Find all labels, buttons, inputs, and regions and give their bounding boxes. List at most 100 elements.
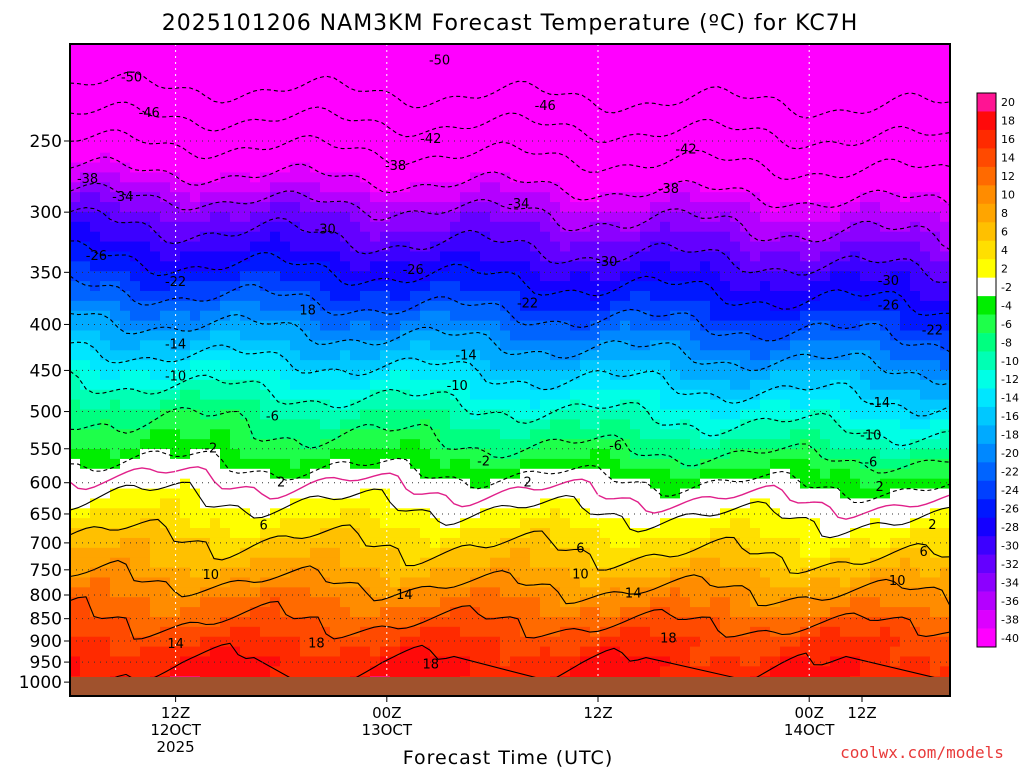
heatmap-cell	[700, 498, 711, 509]
heatmap-cell	[70, 409, 81, 420]
heatmap-cell	[690, 350, 701, 361]
heatmap-cell	[520, 290, 531, 302]
heatmap-cell	[300, 557, 311, 569]
heatmap-cell	[810, 646, 821, 658]
heatmap-cell	[530, 132, 541, 144]
heatmap-cell	[520, 597, 531, 608]
heatmap-cell	[820, 83, 831, 94]
heatmap-cell	[330, 142, 341, 154]
heatmap-cell	[500, 439, 511, 450]
heatmap-cell	[300, 172, 311, 183]
heatmap-cell	[490, 626, 501, 638]
heatmap-cell	[110, 488, 121, 500]
heatmap-cell	[80, 636, 91, 648]
heatmap-cell	[610, 537, 621, 549]
heatmap-cell	[120, 44, 131, 55]
heatmap-cell	[520, 399, 531, 411]
heatmap-cell	[530, 221, 541, 233]
heatmap-cell	[230, 103, 241, 114]
heatmap-cell	[240, 458, 251, 470]
heatmap-cell	[250, 488, 261, 500]
heatmap-cell	[730, 468, 741, 480]
heatmap-cell	[100, 528, 111, 539]
heatmap-cell	[400, 577, 411, 588]
heatmap-cell	[120, 379, 131, 391]
heatmap-cell	[390, 537, 401, 549]
heatmap-cell	[530, 44, 541, 55]
heatmap-cell	[340, 63, 351, 75]
heatmap-cell	[190, 518, 201, 529]
heatmap-cell	[270, 162, 281, 174]
heatmap-cell	[460, 409, 471, 420]
heatmap-cell	[640, 518, 651, 529]
heatmap-cell	[130, 330, 141, 341]
heatmap-cell	[360, 211, 371, 223]
heatmap-cell	[640, 211, 651, 223]
heatmap-cell	[330, 182, 341, 193]
heatmap-cell	[460, 646, 471, 658]
heatmap-cell	[640, 132, 651, 144]
heatmap-cell	[130, 44, 141, 55]
heatmap-cell	[80, 63, 91, 75]
heatmap-cell	[430, 281, 441, 292]
heatmap-cell	[120, 409, 131, 420]
heatmap-cell	[770, 340, 781, 351]
heatmap-cell	[480, 103, 491, 114]
heatmap-cell	[650, 537, 661, 549]
heatmap-cell	[350, 182, 361, 193]
heatmap-cell	[370, 597, 381, 608]
heatmap-cell	[300, 567, 311, 579]
heatmap-cell	[650, 63, 661, 75]
heatmap-cell	[350, 330, 361, 341]
heatmap-cell	[520, 261, 531, 272]
heatmap-cell	[750, 389, 761, 401]
heatmap-cell	[170, 439, 181, 450]
heatmap-cell	[110, 379, 121, 391]
heatmap-cell	[120, 449, 131, 460]
heatmap-cell	[480, 429, 491, 440]
heatmap-cell	[460, 320, 471, 332]
heatmap-cell	[420, 577, 431, 588]
heatmap-cell	[80, 221, 91, 233]
heatmap-cell	[80, 646, 91, 658]
heatmap-cell	[240, 419, 251, 430]
heatmap-cell	[410, 577, 421, 588]
heatmap-cell	[800, 330, 811, 341]
heatmap-cell	[520, 498, 531, 509]
heatmap-cell	[800, 449, 811, 460]
heatmap-cell	[560, 419, 571, 430]
heatmap-cell	[630, 63, 641, 75]
heatmap-cell	[100, 350, 111, 361]
heatmap-cell	[410, 458, 421, 470]
heatmap-cell	[620, 142, 631, 154]
heatmap-cell	[650, 518, 661, 529]
heatmap-cell	[790, 271, 801, 282]
heatmap-cell	[270, 399, 281, 411]
heatmap-cell	[580, 231, 591, 243]
heatmap-cell	[780, 537, 791, 549]
heatmap-cell	[750, 350, 761, 361]
heatmap-cell	[260, 508, 271, 519]
heatmap-cell	[460, 93, 471, 104]
heatmap-cell	[180, 656, 191, 667]
heatmap-cell	[720, 488, 731, 500]
heatmap-cell	[750, 63, 761, 75]
heatmap-cell	[580, 458, 591, 470]
heatmap-cell	[540, 409, 551, 420]
heatmap-cell	[290, 537, 301, 549]
heatmap-cell	[260, 537, 271, 549]
heatmap-cell	[140, 626, 151, 638]
heatmap-cell	[540, 360, 551, 371]
heatmap-cell	[130, 340, 141, 351]
heatmap-cell	[610, 616, 621, 628]
heatmap-cell	[750, 73, 761, 85]
heatmap-cell	[570, 162, 581, 174]
heatmap-cell	[320, 182, 331, 193]
heatmap-cell	[90, 53, 101, 65]
heatmap-cell	[790, 192, 801, 203]
heatmap-cell	[150, 162, 161, 174]
heatmap-cell	[700, 567, 711, 579]
heatmap-cell	[330, 162, 341, 174]
heatmap-cell	[210, 508, 221, 519]
heatmap-cell	[590, 172, 601, 183]
